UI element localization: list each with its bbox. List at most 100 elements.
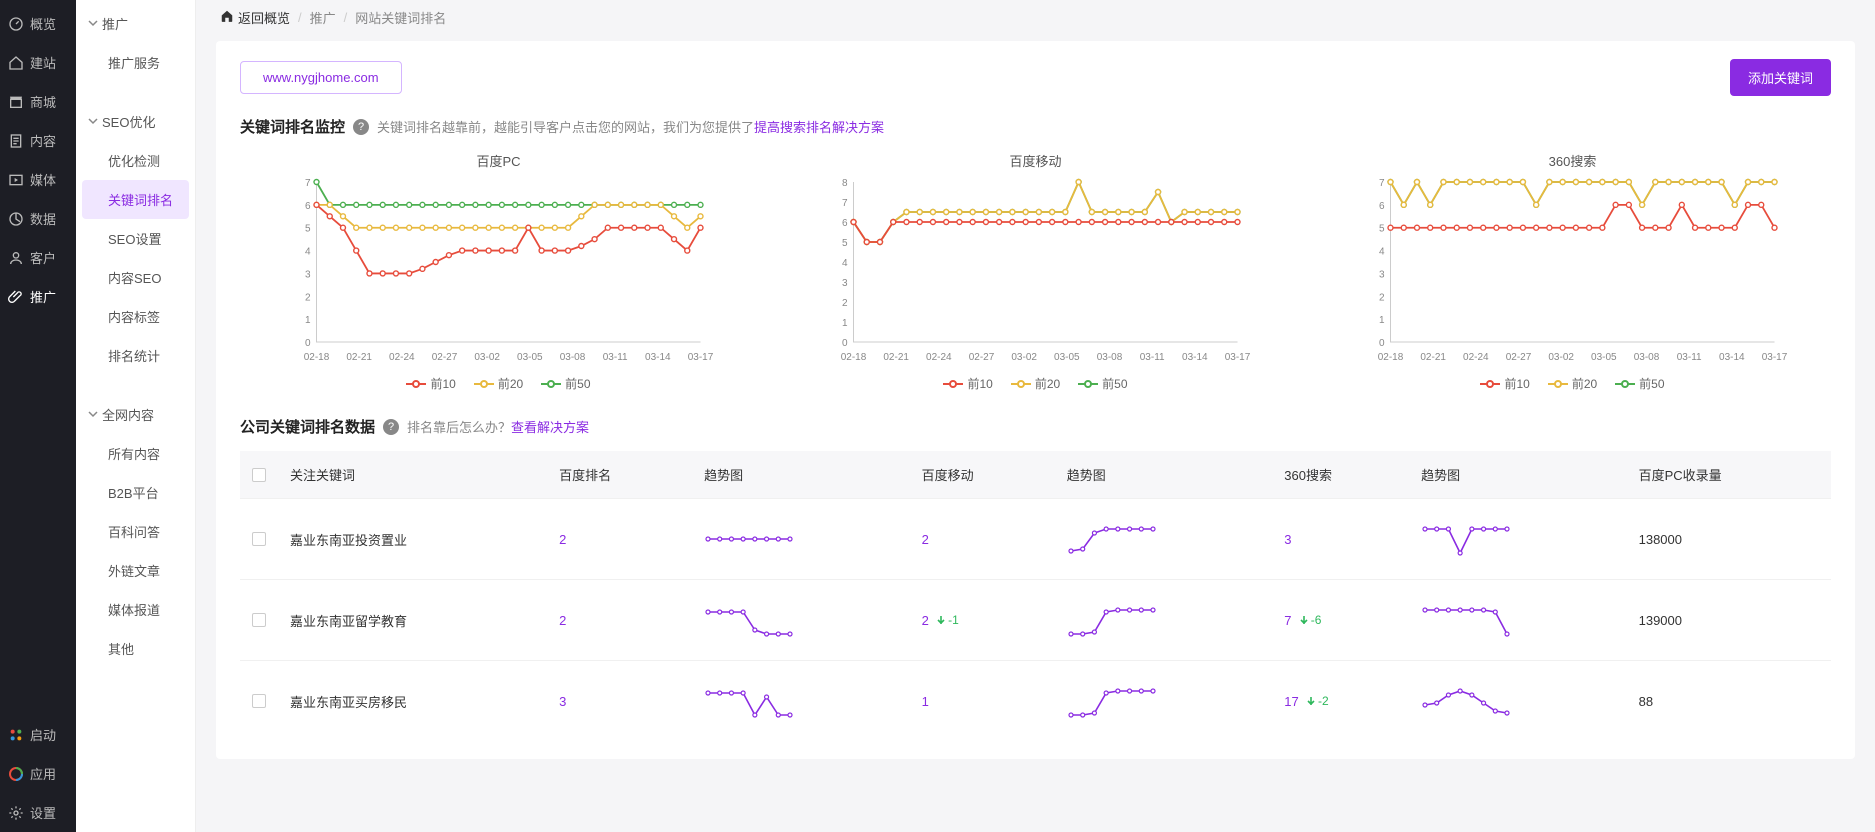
sub-item[interactable]: 所有内容: [82, 434, 189, 473]
spark-360: [1409, 661, 1627, 742]
svg-text:03-08: 03-08: [560, 352, 586, 363]
chart-panel: 百度移动01234567802-1802-2102-2402-2703-0203…: [777, 151, 1294, 392]
svg-text:02-21: 02-21: [883, 352, 909, 363]
col-header: 百度移动: [910, 451, 1055, 499]
group-header[interactable]: 推广: [76, 4, 195, 43]
svg-text:03-08: 03-08: [1097, 352, 1123, 363]
svg-text:02-24: 02-24: [1463, 352, 1489, 363]
chart-legend: 前10前20前50: [240, 375, 757, 392]
sub-item[interactable]: 推广服务: [82, 43, 189, 82]
svg-text:02-27: 02-27: [969, 352, 995, 363]
add-keyword-button[interactable]: 添加关键词: [1730, 59, 1831, 96]
nav-user[interactable]: 客户: [0, 238, 76, 277]
svg-text:5: 5: [842, 238, 848, 249]
svg-text:0: 0: [842, 338, 848, 349]
include-count: 139000: [1627, 580, 1831, 661]
nav-media[interactable]: 媒体: [0, 160, 76, 199]
chart-svg: 0123456702-1802-2102-2402-2703-0203-0503…: [1314, 176, 1831, 366]
chart-svg: 0123456702-1802-2102-2402-2703-0203-0503…: [240, 176, 757, 366]
chevron-down-icon: [88, 16, 98, 31]
nav-home[interactable]: 建站: [0, 43, 76, 82]
svg-text:7: 7: [1379, 178, 1385, 189]
svg-text:03-02: 03-02: [474, 352, 500, 363]
solution-link[interactable]: 查看解决方案: [511, 420, 589, 435]
table-row: 嘉业东南亚留学教育22 -17 -6139000: [240, 580, 1831, 661]
svg-text:6: 6: [1379, 201, 1385, 212]
nav-label: 商城: [30, 92, 56, 111]
chart-title: 百度PC: [240, 151, 757, 170]
svg-text:0: 0: [1379, 338, 1385, 349]
svg-text:2: 2: [305, 292, 311, 303]
col-header: 百度排名: [547, 451, 692, 499]
nav-label: 客户: [30, 248, 56, 267]
svg-text:03-11: 03-11: [1677, 352, 1702, 363]
svg-text:03-14: 03-14: [1719, 352, 1745, 363]
nav-label: 设置: [30, 803, 56, 822]
svg-text:02-18: 02-18: [1378, 352, 1404, 363]
rank-delta: -2: [1306, 694, 1329, 708]
nav-label: 启动: [30, 725, 56, 744]
svg-text:1: 1: [305, 315, 311, 326]
sub-item[interactable]: 内容标签: [82, 297, 189, 336]
spark-360: [1409, 499, 1627, 580]
rank-value: 3: [1284, 532, 1291, 547]
svg-text:02-27: 02-27: [1506, 352, 1532, 363]
solution-link[interactable]: 提高搜索排名解决方案: [754, 120, 884, 135]
sub-item[interactable]: 优化检测: [82, 141, 189, 180]
rank-value: 2: [559, 613, 566, 628]
nav-dots[interactable]: 启动: [0, 715, 76, 754]
url-pill[interactable]: www.nygjhome.com: [240, 61, 402, 94]
section2-title: 公司关键词排名数据: [240, 416, 375, 437]
rank-value: 2: [922, 613, 929, 628]
nav-doc[interactable]: 内容: [0, 121, 76, 160]
group-header[interactable]: SEO优化: [76, 102, 195, 141]
svg-text:03-17: 03-17: [1762, 352, 1788, 363]
sub-item[interactable]: 内容SEO: [82, 258, 189, 297]
spark-pc: [692, 580, 910, 661]
nav-data[interactable]: 数据: [0, 199, 76, 238]
nav-apps[interactable]: 应用: [0, 754, 76, 793]
include-count: 138000: [1627, 499, 1831, 580]
sub-item[interactable]: B2B平台: [82, 473, 189, 512]
help-icon[interactable]: ?: [383, 419, 399, 435]
sub-item[interactable]: 其他: [82, 629, 189, 668]
checkbox[interactable]: [252, 532, 266, 546]
sub-item[interactable]: 百科问答: [82, 512, 189, 551]
nav-label: 媒体: [30, 170, 56, 189]
nav-clip[interactable]: 推广: [0, 277, 76, 316]
legend-item: 前20: [1548, 375, 1597, 392]
sub-item[interactable]: SEO设置: [82, 219, 189, 258]
svg-text:2: 2: [1379, 292, 1385, 303]
svg-text:02-21: 02-21: [1420, 352, 1446, 363]
breadcrumb-sep: /: [344, 10, 348, 25]
svg-text:3: 3: [305, 269, 311, 280]
rank-value: 2: [922, 532, 929, 547]
checkbox-all[interactable]: [252, 468, 266, 482]
svg-text:03-17: 03-17: [1225, 352, 1251, 363]
chart-panel: 百度PC0123456702-1802-2102-2402-2703-0203-…: [240, 151, 757, 392]
nav-gauge[interactable]: 概览: [0, 4, 76, 43]
col-header: 关注关键词: [278, 451, 547, 499]
breadcrumb-home[interactable]: 返回概览: [220, 8, 290, 27]
sub-item[interactable]: 外链文章: [82, 551, 189, 590]
svg-text:3: 3: [1379, 269, 1385, 280]
sub-item[interactable]: 关键词排名: [82, 180, 189, 219]
group-header[interactable]: 全网内容: [76, 395, 195, 434]
col-header: 百度PC收录量: [1627, 451, 1831, 499]
nav-shop[interactable]: 商城: [0, 82, 76, 121]
help-icon[interactable]: ?: [353, 119, 369, 135]
keyword-cell: 嘉业东南亚留学教育: [278, 580, 547, 661]
chevron-down-icon: [88, 407, 98, 422]
sub-item[interactable]: 媒体报道: [82, 590, 189, 629]
chart-legend: 前10前20前50: [777, 375, 1294, 392]
svg-text:02-27: 02-27: [432, 352, 458, 363]
breadcrumb-item[interactable]: 推广: [310, 8, 336, 27]
svg-text:1: 1: [842, 318, 848, 329]
nav-gear[interactable]: 设置: [0, 793, 76, 832]
sub-item[interactable]: 排名统计: [82, 336, 189, 375]
user-icon: [8, 250, 24, 266]
apps-icon: [8, 766, 24, 782]
checkbox[interactable]: [252, 613, 266, 627]
checkbox[interactable]: [252, 694, 266, 708]
section-desc: 关键词排名越靠前，越能引导客户点击您的网站，我们为您提供了提高搜索排名解决方案: [377, 117, 884, 136]
